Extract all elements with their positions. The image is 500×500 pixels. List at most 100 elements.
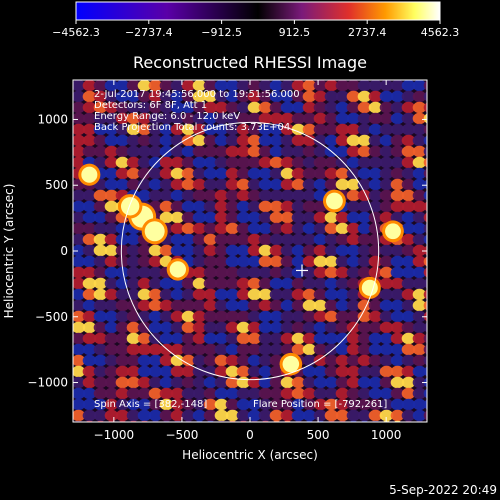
heatmap-cell <box>170 387 185 400</box>
heatmap-cell <box>82 387 97 400</box>
heatmap-cell <box>126 321 141 334</box>
heatmap-cell <box>324 80 339 92</box>
heatmap-cell <box>258 409 273 422</box>
heatmap-cell <box>73 343 86 356</box>
heatmap-cell <box>390 277 405 290</box>
heatmap-cell <box>269 90 284 103</box>
heatmap-cell <box>126 376 141 389</box>
heatmap-cell <box>126 101 141 114</box>
heatmap-cell <box>214 101 229 114</box>
heatmap-cell <box>280 156 295 169</box>
heatmap-cell <box>423 146 427 157</box>
heatmap-cell <box>247 123 262 136</box>
heatmap-cell <box>214 244 229 257</box>
heatmap-cell <box>291 80 306 92</box>
heatmap-cell <box>412 332 427 345</box>
heatmap-cell <box>401 266 416 279</box>
heatmap-cell <box>368 354 383 367</box>
heatmap-cell <box>269 310 284 323</box>
heatmap-cell <box>412 376 427 389</box>
heatmap-cell <box>269 145 284 158</box>
heatmap-cell <box>247 354 262 367</box>
heatmap-cell <box>258 211 273 224</box>
hotspot-core <box>169 261 186 278</box>
heatmap-cell <box>390 343 405 356</box>
heatmap-cell <box>82 90 97 103</box>
heatmap-cell <box>137 332 152 345</box>
heatmap-cell <box>82 398 97 411</box>
heatmap-cell <box>115 332 130 345</box>
heatmap-cell <box>335 90 350 103</box>
heatmap-cell <box>225 288 240 301</box>
heatmap-cell <box>423 278 427 289</box>
heatmap-cell <box>346 200 361 213</box>
footer-spin-axis: Spin Axis = [382,-148] <box>94 399 207 410</box>
heatmap-cell <box>236 365 251 378</box>
heatmap-cell <box>148 101 163 114</box>
heatmap-cell <box>126 233 141 246</box>
heatmap-cell <box>181 409 196 422</box>
heatmap-cell <box>192 409 207 422</box>
heatmap-cell <box>170 277 185 290</box>
heatmap-cell <box>346 189 361 202</box>
heatmap-cell <box>236 255 251 268</box>
heatmap-cell <box>214 80 229 92</box>
heatmap-cell <box>203 244 218 257</box>
heatmap-cell <box>280 80 295 92</box>
hotspot-core <box>361 279 378 296</box>
heatmap-cell <box>247 101 262 114</box>
heatmap-cell <box>357 332 372 345</box>
heatmap-cell <box>423 157 427 168</box>
heatmap-cell <box>280 90 295 103</box>
heatmap-cell <box>324 211 339 224</box>
heatmap-cell <box>368 80 383 92</box>
heatmap-cell <box>104 244 119 257</box>
heatmap-cell <box>390 376 405 389</box>
heatmap-cell <box>93 299 108 312</box>
heatmap-cell <box>412 145 427 158</box>
heatmap-cell <box>73 354 86 367</box>
heatmap-cell <box>346 266 361 279</box>
heatmap-cell <box>357 145 372 158</box>
heatmap-cell <box>423 91 427 102</box>
heatmap-cell <box>258 101 273 114</box>
heatmap-cell <box>324 277 339 290</box>
heatmap-cell <box>137 321 152 334</box>
heatmap-cell <box>368 343 383 356</box>
heatmap-cell <box>214 277 229 290</box>
heatmap-cell <box>247 80 262 92</box>
heatmap-cell <box>170 189 185 202</box>
heatmap-cell <box>302 156 317 169</box>
heatmap-cell <box>291 211 306 224</box>
heatmap-cell <box>82 222 97 235</box>
heatmap-cell <box>313 233 328 246</box>
heatmap-cell <box>137 266 152 279</box>
heatmap-cell <box>214 134 229 147</box>
heatmap-cell <box>423 223 427 234</box>
heatmap-cell <box>170 178 185 191</box>
heatmap-cell <box>313 409 328 422</box>
heatmap-cell <box>335 365 350 378</box>
heatmap-cell <box>258 343 273 356</box>
heatmap-cell <box>225 365 240 378</box>
heatmap-cell <box>390 189 405 202</box>
heatmap-cell <box>93 211 108 224</box>
heatmap-cell <box>258 156 273 169</box>
heatmap-cell <box>401 409 416 422</box>
heatmap-cell <box>412 178 427 191</box>
heatmap-cell <box>104 321 119 334</box>
heatmap-cell <box>137 112 152 125</box>
heatmap-cell <box>269 321 284 334</box>
heatmap-cell <box>258 145 273 158</box>
heatmap-cell <box>192 233 207 246</box>
heatmap-cell <box>73 255 86 268</box>
heatmap-cell <box>412 255 427 268</box>
heatmap-cell <box>214 211 229 224</box>
heatmap-cell <box>368 398 383 411</box>
heatmap-cell <box>412 134 427 147</box>
heatmap-cell <box>412 277 427 290</box>
heatmap-cell <box>401 145 416 158</box>
heatmap-cell <box>137 123 152 136</box>
heatmap-cell <box>313 398 328 411</box>
heatmap-cell <box>148 123 163 136</box>
